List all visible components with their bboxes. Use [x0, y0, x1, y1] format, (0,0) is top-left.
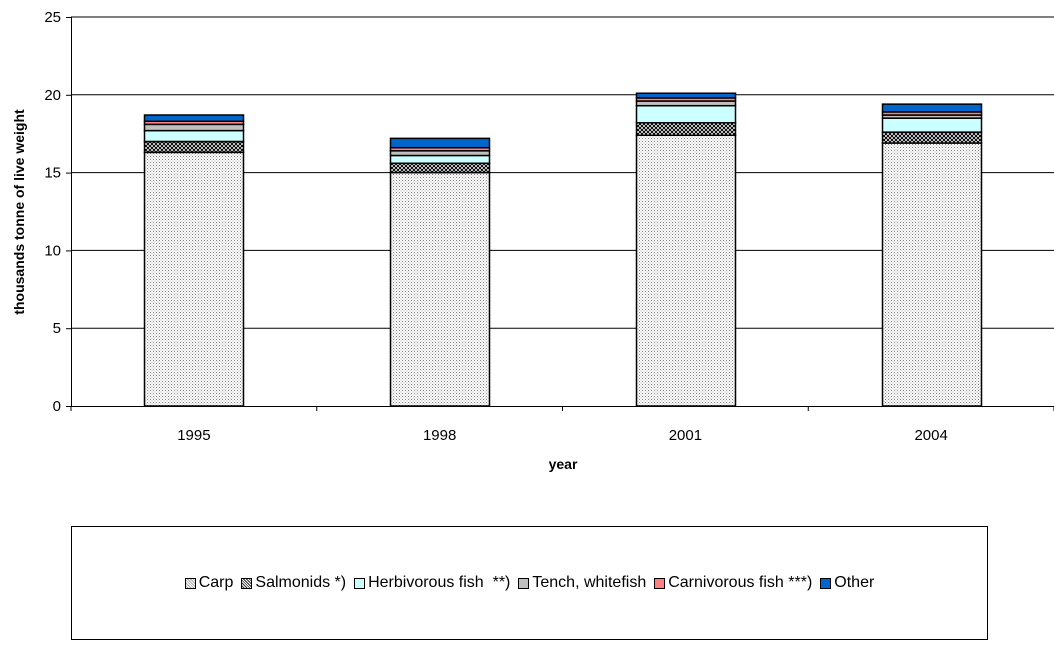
y-tick-label-20: 20 — [44, 87, 61, 104]
bar-1995-tench — [143, 123, 245, 132]
legend-swatch — [518, 577, 530, 589]
y-tick-label-10: 10 — [44, 242, 61, 259]
bar-1995-salmonids — [143, 140, 245, 154]
bar-2001-herbivorous — [635, 104, 737, 124]
legend-item-1: Salmonids *) — [241, 574, 346, 592]
legend-label: Other — [834, 574, 875, 591]
bars — [143, 92, 983, 407]
legend-swatch — [654, 577, 666, 589]
legend-label: Salmonids *) — [255, 574, 347, 591]
bar-2004-other — [881, 103, 983, 113]
chart: 0 5 10 15 20 25 1995 1998 2001 2004 year thousand… — [11, 9, 1054, 472]
legend-item-0: Carp — [184, 574, 234, 592]
legend-swatch — [241, 577, 253, 589]
y-tick-label-15: 15 — [44, 165, 61, 182]
axes — [66, 17, 1054, 411]
legend-swatch — [354, 577, 366, 589]
legend-label: Carnivorous fish ***) — [668, 574, 813, 591]
x-tick-label-2001: 2001 — [669, 427, 702, 444]
x-tick-label-1998: 1998 — [423, 427, 456, 444]
bar-2001-carp — [635, 134, 737, 407]
bar-1995-herbivorous — [143, 129, 245, 143]
bar-1995-other — [143, 114, 245, 123]
bar-1998-herbivorous — [389, 154, 491, 165]
bar-2004-herbivorous — [881, 117, 983, 133]
legend-item-2: Herbivorous fish **) — [354, 574, 510, 592]
bar-1998-carp — [389, 171, 491, 407]
legend-label: Carp — [198, 574, 234, 591]
y-axis-title: thousands tonne of live weight — [11, 109, 27, 315]
y-tick-label-5: 5 — [53, 320, 61, 337]
bar-2004-salmonids — [881, 131, 983, 144]
legend-item-5: Other — [820, 574, 874, 592]
bar-1998-other — [389, 137, 491, 149]
bar-2001-salmonids — [635, 122, 737, 137]
legend-item-4: Carnivorous fish ***) — [654, 574, 812, 592]
bar-2004-carp — [881, 142, 983, 407]
legend-label: Tench, whitefish — [532, 574, 647, 591]
x-axis-title: year — [549, 456, 578, 472]
bar-1995-carp — [143, 151, 245, 407]
legend-label: Herbivorous fish **) — [368, 574, 511, 591]
tick-labels: 0 5 10 15 20 25 1995 1998 2001 2004 — [44, 9, 948, 444]
legend-item-3: Tench, whitefish — [518, 574, 646, 592]
legend-swatch — [184, 577, 196, 589]
y-tick-label-0: 0 — [53, 398, 61, 415]
y-tick-label-25: 25 — [44, 9, 61, 26]
legend-swatch — [820, 577, 832, 589]
legend: Carp Salmonids *) Herbivorous fish **) Tenc… — [71, 526, 988, 640]
bar-2001-other — [635, 92, 737, 99]
x-tick-label-1995: 1995 — [177, 427, 210, 444]
bar-1998-salmonids — [389, 162, 491, 174]
x-tick-label-2004: 2004 — [914, 427, 947, 444]
